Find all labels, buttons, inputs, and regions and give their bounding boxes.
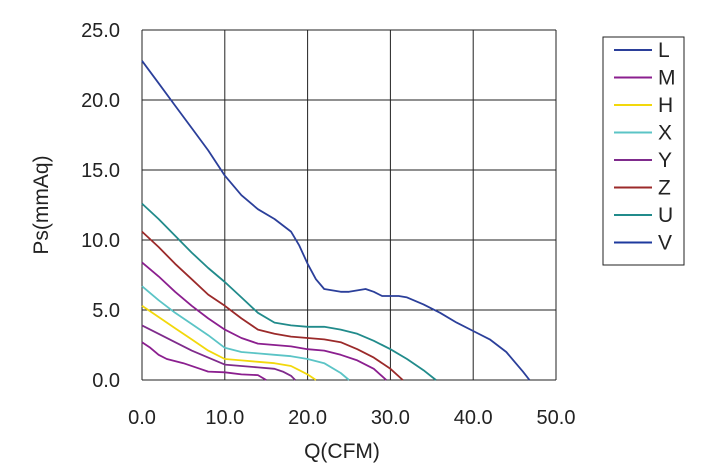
plot-grid [141, 29, 557, 381]
y-tick-label: 10.0 [81, 230, 120, 252]
series-line-x [141, 285, 350, 381]
x-tick-label: 30.0 [371, 407, 410, 429]
x-tick-label: 20.0 [288, 407, 327, 429]
legend-box [602, 36, 685, 266]
series-line-l [141, 60, 531, 381]
legend-label-v: V [658, 232, 672, 255]
y-tick-label: 0.0 [92, 370, 120, 392]
series-line-y [141, 324, 296, 381]
y-tick-labels: 0.0 5.0 10.0 15.0 20.0 25.0 [81, 20, 120, 392]
legend-label-z: Z [658, 177, 671, 200]
series-group [141, 60, 531, 381]
legend-label-h: H [658, 94, 673, 117]
legend-label-x: X [658, 122, 672, 145]
series-line-u [141, 202, 437, 381]
legend-label-l: L [658, 39, 670, 62]
y-tick-label: 5.0 [92, 300, 120, 322]
y-tick-label: 25.0 [81, 20, 120, 42]
x-tick-labels: 0.0 10.0 20.0 30.0 40.0 50.0 [128, 407, 575, 429]
x-tick-label: 50.0 [537, 407, 576, 429]
x-tick-label: 0.0 [128, 407, 156, 429]
legend-label-y: Y [658, 149, 672, 172]
legend-label-u: U [658, 204, 673, 227]
series-line-z [141, 230, 404, 381]
y-tick-label: 20.0 [81, 90, 120, 112]
x-tick-label: 10.0 [205, 407, 244, 429]
series-line-y2 [141, 261, 387, 381]
y-axis-title: Ps(mmAq) [30, 155, 53, 254]
legend-label-m: M [658, 67, 676, 90]
series-line-h [141, 305, 317, 381]
x-tick-label: 40.0 [454, 407, 493, 429]
y-tick-label: 15.0 [81, 160, 120, 182]
series-line-m [141, 341, 267, 381]
x-axis-title: Q(CFM) [304, 440, 380, 463]
